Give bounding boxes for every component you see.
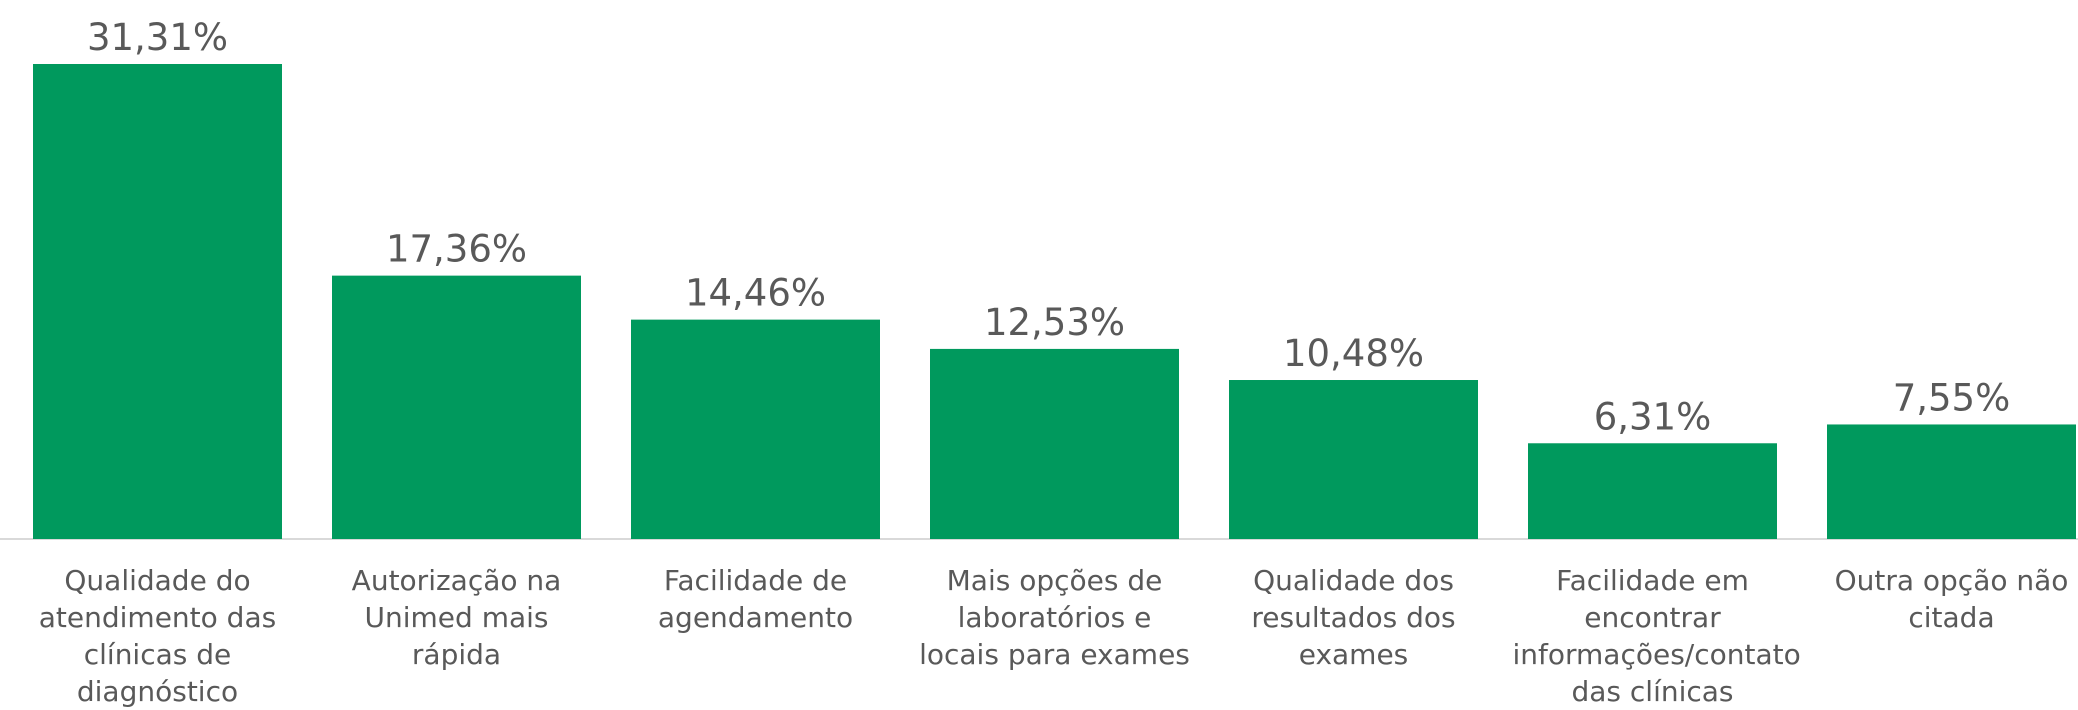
value-label: 17,36% — [386, 228, 527, 271]
bar — [1827, 424, 2076, 539]
category-label: Autorização na Unimed mais rápida — [317, 562, 597, 673]
category-label: Outra opção não citada — [1812, 562, 2078, 636]
category-label: Facilidade de agendamento — [616, 562, 896, 636]
value-label: 6,31% — [1594, 395, 1712, 438]
bar — [33, 64, 282, 539]
category-label: Qualidade do atendimento das clínicas de… — [18, 562, 298, 710]
bar — [631, 320, 880, 539]
value-label: 31,31% — [87, 16, 228, 59]
bar — [1528, 443, 1777, 539]
value-label: 12,53% — [984, 301, 1125, 344]
bar — [930, 349, 1179, 539]
category-label: Mais opções de laboratórios e locais par… — [915, 562, 1195, 673]
value-label: 14,46% — [685, 272, 826, 315]
category-label: Facilidade em encontrar informações/cont… — [1513, 562, 1793, 710]
bar — [332, 276, 581, 539]
value-label: 7,55% — [1893, 376, 2011, 419]
value-label: 10,48% — [1283, 332, 1424, 375]
bar — [1229, 380, 1478, 539]
category-label: Qualidade dos resultados dos exames — [1214, 562, 1494, 673]
